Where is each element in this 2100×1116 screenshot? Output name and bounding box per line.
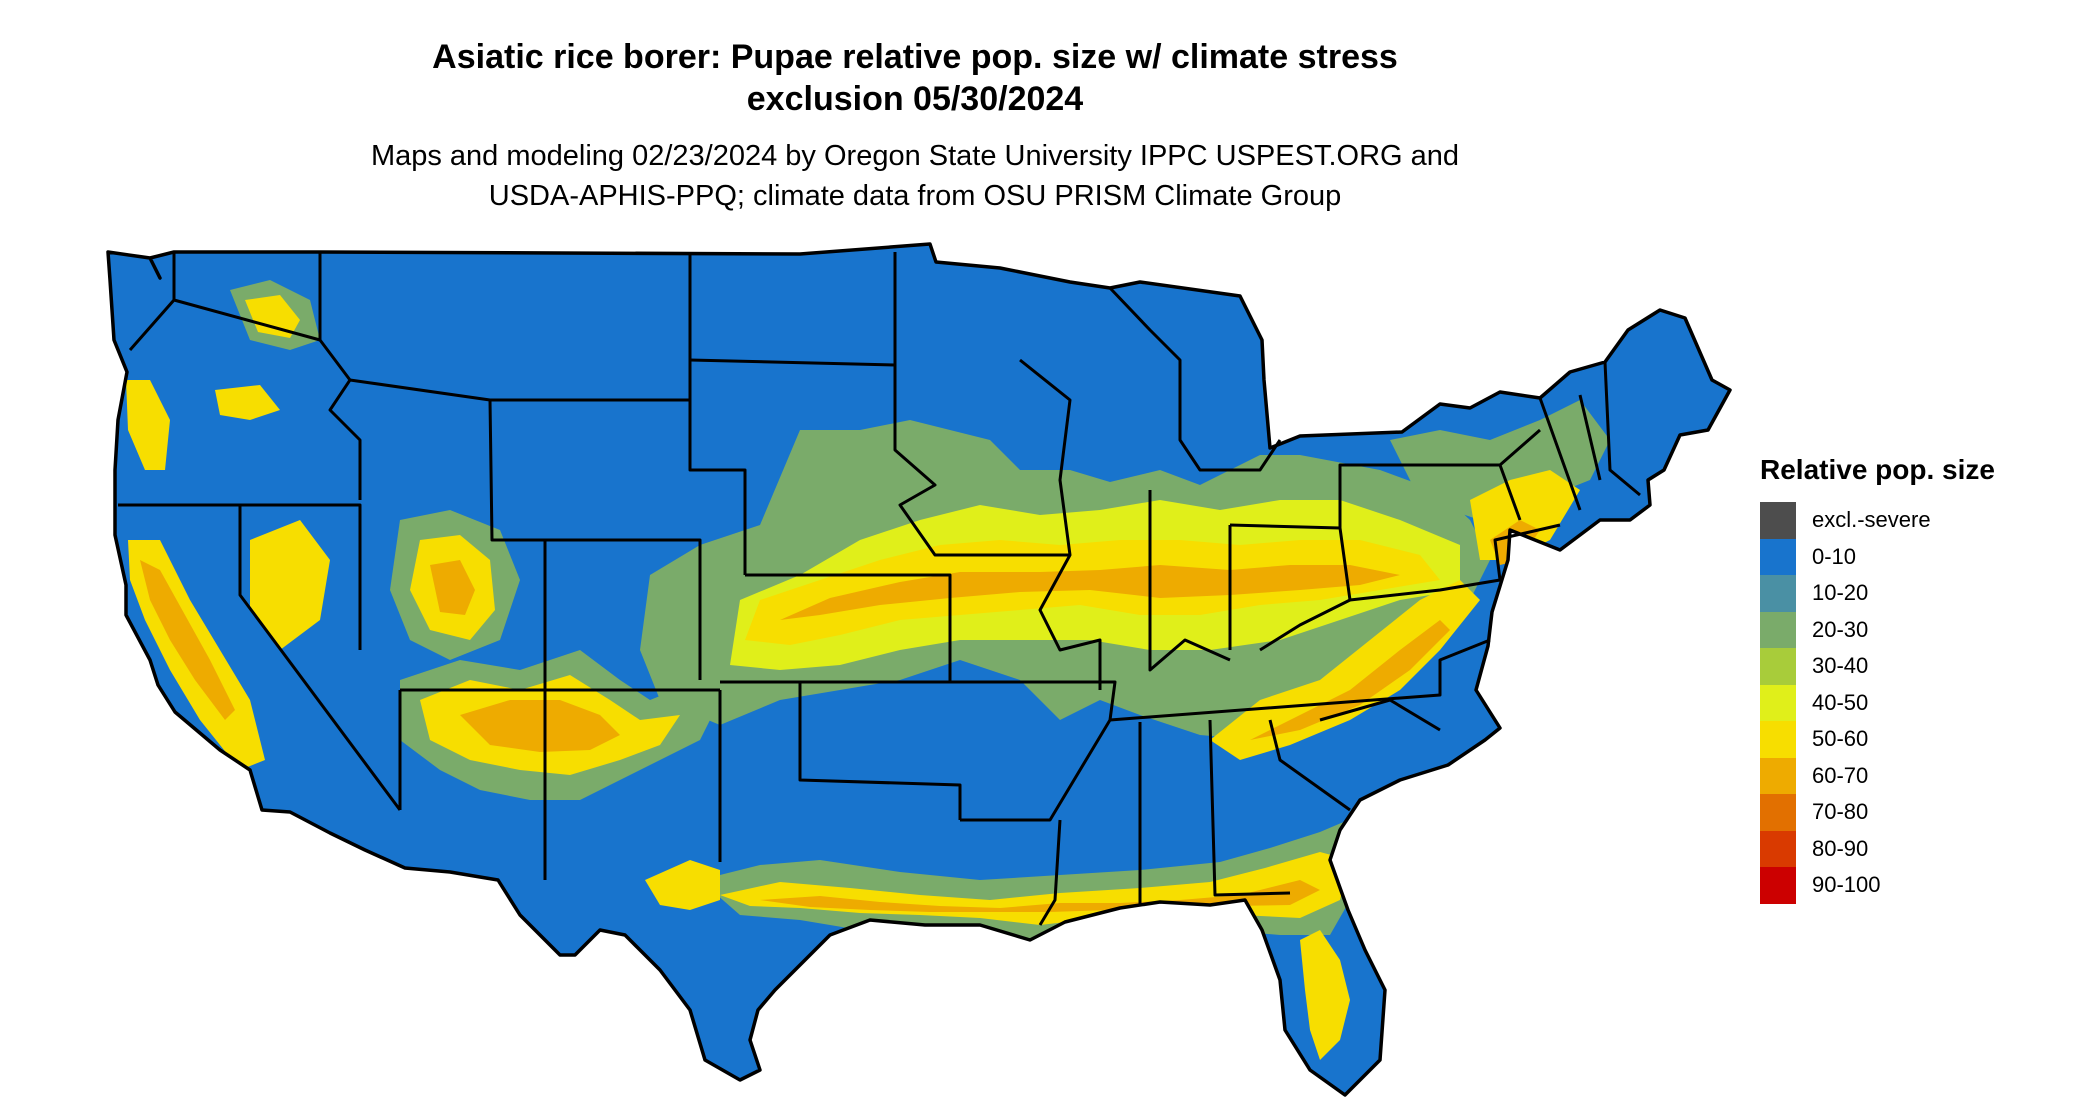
legend-swatch [1760,684,1796,721]
washington-region-50-60 [245,295,300,338]
oregon-nevada-border [118,503,362,650]
map-subtitle: Maps and modeling 02/23/2024 by Oregon S… [250,136,1580,216]
state-borders [118,252,1641,926]
map-subtitle-line-2: USDA-APHIS-PPQ; climate data from OSU PR… [488,180,1342,212]
legend-label: 80-90 [1812,835,1869,861]
oklahoma-border [798,682,962,820]
legend-item: 80-90 [1760,830,1995,867]
legend-item: 70-80 [1760,794,1995,831]
legend: Relative pop. size excl.-severe 0-10 10-20… [1760,454,1995,904]
oregon-coast-region-50-60 [126,380,170,470]
map-title-line-2: exclusion 05/30/2024 [746,80,1084,118]
legend-swatch [1760,830,1796,867]
south-texas-region-50-60 [645,860,720,910]
legend-label: 10-20 [1812,580,1869,606]
southwest-region-60-70 [460,700,620,752]
appalachian-band-50-60 [1210,580,1480,760]
new-mexico-border [545,688,722,862]
legend-item: 10-20 [1760,575,1995,612]
california-nevada-border [238,505,402,811]
indiana-border [1148,490,1232,672]
virginia-border [1349,523,1561,602]
legend-items: excl.-severe 0-10 10-20 20-30 30-40 40-50 50-6… [1760,502,1995,904]
legend-title: Relative pop. size [1760,454,1995,485]
legend-item: 50-60 [1760,721,1995,758]
legend-label: 30-40 [1812,653,1869,679]
legend-label: 90-100 [1812,872,1881,898]
map-subtitle-line-1: Maps and modeling 02/23/2024 by Oregon S… [370,140,1460,172]
deep-south-borders [1038,719,1291,926]
carolina-border [1268,698,1441,812]
legend-swatch [1760,575,1796,612]
legend-item: 0-10 [1760,538,1995,575]
appalachian-band-60-70 [1250,620,1450,740]
great-basin-region-60-70 [430,560,475,615]
legend-swatch [1760,611,1796,648]
tennessee-border [1109,638,1491,722]
legend-label: 50-60 [1812,726,1869,752]
montana-wyoming-border [349,378,702,680]
legend-swatch [1760,757,1796,794]
legend-item: 90-100 [1760,867,1995,904]
wisconsin-illinois-border [1019,358,1102,690]
midwest-band-50-60 [745,540,1440,645]
legend-item: 20-30 [1760,611,1995,648]
legend-label: 0-10 [1812,543,1857,569]
legend-label: 60-70 [1812,762,1869,788]
arizona-border [398,690,547,880]
map-title: Asiatic rice borer: Pupae relative pop. … [250,36,1580,120]
midwest-band-60-70 [780,565,1400,620]
idaho-border [318,252,362,500]
legend-label: 20-30 [1812,616,1869,642]
legend-swatch [1760,721,1796,758]
minnesota-iowa-border [893,365,1070,557]
legend-swatch [1760,538,1796,575]
legend-item: 60-70 [1760,757,1995,794]
nevada-region-50-60 [250,520,330,650]
california-region-60-70 [140,560,235,720]
florida-region-50-60 [1300,930,1350,1060]
legend-swatch [1760,867,1796,904]
washington-oregon-border [128,252,321,351]
pennsylvania-newyork-border [1338,428,1541,528]
michigan-border [1108,286,1282,472]
legend-item: 30-40 [1760,648,1995,685]
legend-label: excl.-severe [1812,507,1931,533]
new-england-border [1538,361,1641,511]
legend-item: 40-50 [1760,684,1995,721]
legend-swatch [1760,648,1796,685]
kansas-border [720,573,952,684]
population-size-raster [108,244,1730,1095]
legend-item: excl.-severe [1760,502,1995,539]
map-title-line-1: Asiatic rice borer: Pupae relative pop. … [432,38,1398,76]
legend-label: 40-50 [1812,689,1869,715]
columbia-basin-region-50-60 [215,385,280,420]
legend-swatch [1760,794,1796,831]
legend-swatch [1760,502,1796,539]
legend-label: 70-80 [1812,799,1869,825]
